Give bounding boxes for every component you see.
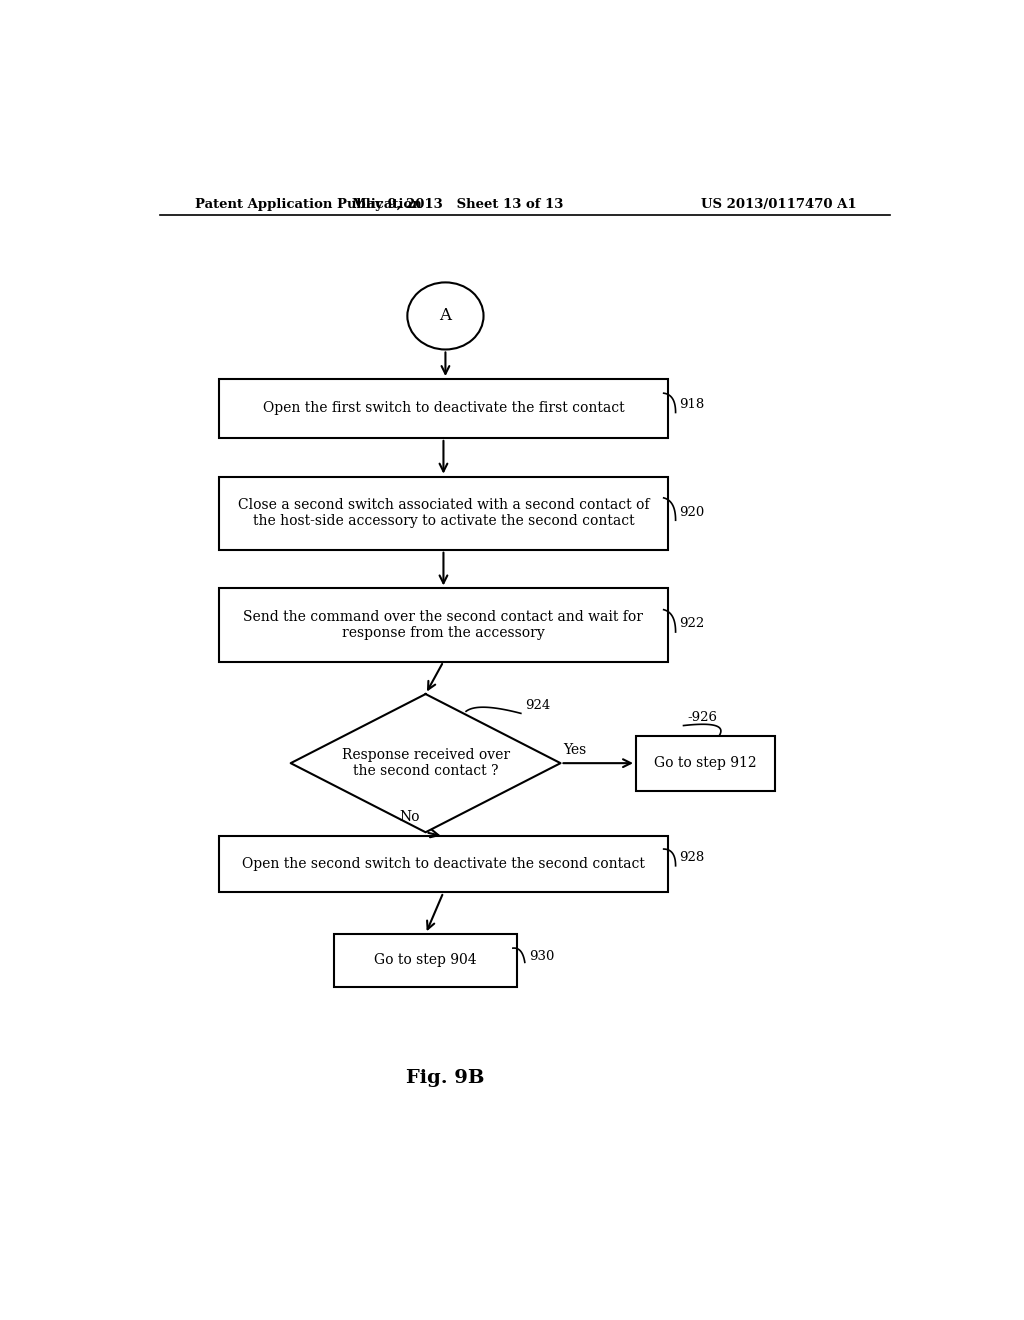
Text: 924: 924 <box>524 698 550 711</box>
Bar <box>219 837 668 892</box>
Bar <box>334 935 517 987</box>
Bar <box>219 379 668 438</box>
Text: May 9, 2013   Sheet 13 of 13: May 9, 2013 Sheet 13 of 13 <box>351 198 563 211</box>
Text: -926: -926 <box>687 711 718 723</box>
Text: Close a second switch associated with a second contact of
the host-side accessor: Close a second switch associated with a … <box>238 498 649 528</box>
Text: Go to step 904: Go to step 904 <box>375 953 477 968</box>
Text: 920: 920 <box>680 506 705 519</box>
Text: 930: 930 <box>528 950 554 962</box>
Bar <box>636 735 775 791</box>
Text: Go to step 912: Go to step 912 <box>654 756 757 770</box>
Text: Yes: Yes <box>563 743 587 756</box>
Text: US 2013/0117470 A1: US 2013/0117470 A1 <box>701 198 856 211</box>
Bar <box>219 589 668 661</box>
Text: 918: 918 <box>680 397 705 411</box>
Bar <box>219 477 668 549</box>
Text: Send the command over the second contact and wait for
response from the accessor: Send the command over the second contact… <box>244 610 643 640</box>
Text: No: No <box>399 810 420 824</box>
Text: Patent Application Publication: Patent Application Publication <box>196 198 422 211</box>
Text: A: A <box>439 308 452 325</box>
Text: 928: 928 <box>680 851 705 865</box>
Text: 922: 922 <box>680 618 705 631</box>
Text: Response received over
the second contact ?: Response received over the second contac… <box>342 748 510 779</box>
Text: Fig. 9B: Fig. 9B <box>407 1069 484 1088</box>
Text: Open the first switch to deactivate the first contact: Open the first switch to deactivate the … <box>262 401 625 416</box>
Text: Open the second switch to deactivate the second contact: Open the second switch to deactivate the… <box>242 857 645 871</box>
